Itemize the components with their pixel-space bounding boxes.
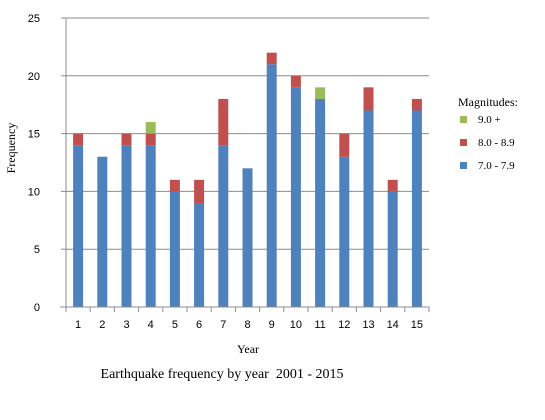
bar-segment bbox=[121, 133, 132, 146]
legend-title: Magnitudes: bbox=[458, 95, 518, 109]
x-tick-label: 10 bbox=[290, 319, 302, 331]
x-tick-label: 6 bbox=[196, 319, 202, 331]
bar-segment bbox=[169, 179, 180, 192]
axes bbox=[60, 17, 430, 312]
y-tick-label: 0 bbox=[34, 302, 40, 314]
bar-segment bbox=[290, 75, 301, 88]
legend-swatch bbox=[460, 162, 467, 169]
x-tick-label: 3 bbox=[123, 319, 129, 331]
bar-segment bbox=[169, 191, 180, 307]
bar-segment bbox=[315, 98, 326, 307]
y-tick-label: 20 bbox=[28, 71, 40, 83]
y-tick-label: 5 bbox=[34, 244, 40, 256]
x-tick-label: 4 bbox=[148, 319, 154, 331]
legend: Magnitudes: 9.0 + 8.0 - 8.9 7.0 - 7.9 bbox=[458, 95, 518, 172]
x-tick-label: 9 bbox=[269, 319, 275, 331]
x-tick-label: 1 bbox=[75, 319, 81, 331]
bar-segment bbox=[145, 122, 156, 134]
bar-segment bbox=[145, 133, 156, 146]
bar-segment bbox=[363, 87, 374, 111]
legend-swatch bbox=[460, 139, 467, 146]
x-tick-label: 5 bbox=[172, 319, 178, 331]
x-tick-label: 2 bbox=[99, 319, 105, 331]
bar-segment bbox=[97, 156, 108, 307]
bar-segment bbox=[73, 145, 84, 307]
x-tick-label: 11 bbox=[314, 319, 325, 331]
bar-segment bbox=[387, 191, 398, 307]
bar-segment bbox=[266, 64, 277, 308]
y-tick-labels: 0 5 10 15 20 25 bbox=[28, 13, 40, 314]
bar-segment bbox=[411, 98, 422, 111]
x-tick-label: 13 bbox=[362, 319, 374, 331]
y-tick-label: 10 bbox=[28, 186, 40, 198]
x-tick-label: 12 bbox=[338, 319, 350, 331]
bar-segment bbox=[339, 156, 350, 307]
x-axis-title: Year bbox=[237, 342, 259, 356]
y-tick-label: 15 bbox=[28, 129, 40, 141]
bar-segment bbox=[218, 145, 229, 307]
legend-label: 7.0 - 7.9 bbox=[478, 160, 515, 172]
bar-segment bbox=[315, 87, 326, 99]
y-axis-title: Frequency bbox=[4, 123, 18, 174]
x-tick-label: 15 bbox=[411, 319, 423, 331]
bars bbox=[73, 52, 422, 308]
bar-segment bbox=[145, 145, 156, 307]
legend-label: 9.0 + bbox=[478, 114, 501, 126]
bar-segment bbox=[242, 168, 253, 307]
legend-label: 8.0 - 8.9 bbox=[478, 137, 515, 149]
bar-segment bbox=[363, 110, 374, 307]
x-tick-label: 14 bbox=[387, 319, 399, 331]
bar-segment bbox=[73, 133, 84, 146]
bar-segment bbox=[339, 133, 350, 157]
bar-segment bbox=[218, 98, 229, 146]
chart-caption: Earthquake frequency by year 2001 - 2015 bbox=[101, 367, 344, 382]
y-tick-label: 25 bbox=[28, 13, 40, 25]
bar-segment bbox=[290, 87, 301, 307]
x-tick-label: 8 bbox=[244, 319, 250, 331]
bar-segment bbox=[194, 202, 205, 307]
x-tick-label: 7 bbox=[220, 319, 226, 331]
legend-swatch bbox=[460, 116, 467, 123]
bar-segment bbox=[411, 110, 422, 307]
bar-segment bbox=[121, 145, 132, 307]
bar-segment bbox=[194, 179, 205, 203]
bar-segment bbox=[266, 52, 277, 65]
bar-segment bbox=[387, 179, 398, 192]
x-tick-labels: 1 2 3 4 5 6 7 8 9 10 11 12 13 14 15 bbox=[75, 319, 423, 331]
